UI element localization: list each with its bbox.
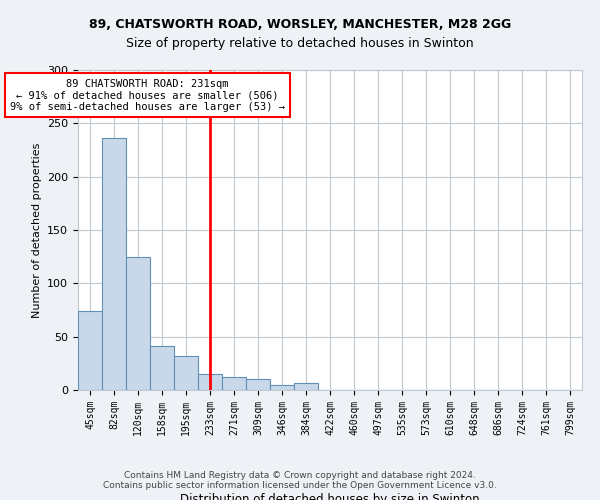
- Text: 89 CHATSWORTH ROAD: 231sqm
← 91% of detached houses are smaller (506)
9% of semi: 89 CHATSWORTH ROAD: 231sqm ← 91% of deta…: [10, 78, 285, 112]
- Bar: [246, 380, 270, 390]
- Bar: [150, 346, 174, 390]
- Bar: [126, 256, 150, 390]
- Text: Contains HM Land Registry data © Crown copyright and database right 2024.
Contai: Contains HM Land Registry data © Crown c…: [103, 470, 497, 490]
- Bar: [174, 356, 198, 390]
- Bar: [102, 138, 126, 390]
- Bar: [78, 311, 102, 390]
- Bar: [198, 374, 222, 390]
- X-axis label: Distribution of detached houses by size in Swinton: Distribution of detached houses by size …: [180, 494, 480, 500]
- Y-axis label: Number of detached properties: Number of detached properties: [32, 142, 41, 318]
- Text: Size of property relative to detached houses in Swinton: Size of property relative to detached ho…: [126, 38, 474, 51]
- Bar: [222, 377, 246, 390]
- Bar: [294, 382, 318, 390]
- Text: 89, CHATSWORTH ROAD, WORSLEY, MANCHESTER, M28 2GG: 89, CHATSWORTH ROAD, WORSLEY, MANCHESTER…: [89, 18, 511, 30]
- Bar: [270, 384, 294, 390]
